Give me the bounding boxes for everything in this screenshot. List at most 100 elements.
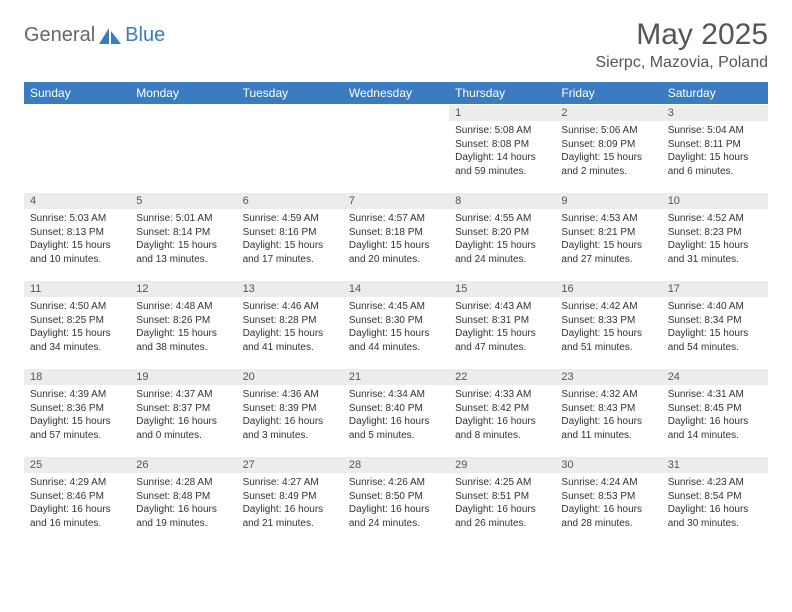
week-row: 18 Sunrise: 4:39 AMSunset: 8:36 PM Dayligh…: [24, 368, 768, 456]
sunrise-text: Sunrise: 4:45 AM: [349, 300, 443, 314]
calendar-body: 1Sunrise: 5:08 AMSunset: 8:08 PMDaylight…: [24, 104, 768, 544]
sunrise-text: Sunrise: 4:42 AM: [561, 300, 655, 314]
sunset-text: Sunset: 8:53 PM: [561, 490, 655, 504]
sunrise-text: Sunrise: 4:23 AM: [668, 476, 762, 490]
daylight-text: Daylight: 16 hours and 24 minutes.: [349, 503, 443, 530]
day-cell: 21Sunrise: 4:34 AMSunset: 8:40 PMDayligh…: [343, 368, 449, 456]
location-text: Sierpc, Mazovia, Poland: [595, 54, 768, 72]
daylight-text: Daylight: 16 hours and 0 minutes.: [136, 415, 230, 442]
day-number: 11: [24, 280, 130, 297]
day-number: 10: [662, 192, 768, 209]
day-cell: 23Sunrise: 4:32 AMSunset: 8:43 PMDayligh…: [555, 368, 661, 456]
day-cell: 3Sunrise: 5:04 AMSunset: 8:11 PMDaylight…: [662, 104, 768, 192]
daylight-text: Daylight: 15 hours and 54 minutes.: [668, 327, 762, 354]
day-info: Sunrise: 5:06 AMSunset: 8:09 PMDaylight:…: [555, 121, 661, 184]
daylight-text: Daylight: 15 hours and 27 minutes.: [561, 239, 655, 266]
empty-day: [237, 104, 343, 121]
day-number: 12: [130, 280, 236, 297]
sunrise-text: Sunrise: 4:52 AM: [668, 212, 762, 226]
daylight-text: Daylight: 16 hours and 16 minutes.: [30, 503, 124, 530]
sunrise-text: Sunrise: 4:31 AM: [668, 388, 762, 402]
day-cell: 11Sunrise: 4:50 AMSunset: 8:25 PMDayligh…: [24, 280, 130, 368]
sunrise-text: Sunrise: 4:36 AM: [243, 388, 337, 402]
daylight-text: Daylight: 15 hours and 44 minutes.: [349, 327, 443, 354]
sunrise-text: Sunrise: 4:27 AM: [243, 476, 337, 490]
sunset-text: Sunset: 8:49 PM: [243, 490, 337, 504]
day-info: Sunrise: 4:40 AMSunset: 8:34 PMDaylight:…: [662, 297, 768, 360]
day-number: 18: [24, 368, 130, 385]
sunrise-text: Sunrise: 4:59 AM: [243, 212, 337, 226]
sunset-text: Sunset: 8:09 PM: [561, 138, 655, 152]
daylight-text: Daylight: 16 hours and 26 minutes.: [455, 503, 549, 530]
sunset-text: Sunset: 8:40 PM: [349, 402, 443, 416]
daylight-text: Daylight: 15 hours and 20 minutes.: [349, 239, 443, 266]
day-cell: 15Sunrise: 4:43 AMSunset: 8:31 PMDayligh…: [449, 280, 555, 368]
dow-label: Sunday: [24, 82, 130, 104]
day-cell: 18Sunrise: 4:39 AMSunset: 8:36 PMDayligh…: [24, 368, 130, 456]
sunrise-text: Sunrise: 4:39 AM: [30, 388, 124, 402]
sunset-text: Sunset: 8:14 PM: [136, 226, 230, 240]
daylight-text: Daylight: 16 hours and 14 minutes.: [668, 415, 762, 442]
sunrise-text: Sunrise: 4:40 AM: [668, 300, 762, 314]
sunset-text: Sunset: 8:18 PM: [349, 226, 443, 240]
sunrise-text: Sunrise: 4:26 AM: [349, 476, 443, 490]
day-info: Sunrise: 4:45 AMSunset: 8:30 PMDaylight:…: [343, 297, 449, 360]
day-number: 17: [662, 280, 768, 297]
daylight-text: Daylight: 15 hours and 34 minutes.: [30, 327, 124, 354]
sunrise-text: Sunrise: 4:53 AM: [561, 212, 655, 226]
daylight-text: Daylight: 15 hours and 41 minutes.: [243, 327, 337, 354]
week-row: 25Sunrise: 4:29 AMSunset: 8:46 PMDayligh…: [24, 456, 768, 544]
day-info: Sunrise: 4:50 AMSunset: 8:25 PMDaylight:…: [24, 297, 130, 360]
week-row: 1Sunrise: 5:08 AMSunset: 8:08 PMDaylight…: [24, 104, 768, 192]
sunrise-text: Sunrise: 5:03 AM: [30, 212, 124, 226]
day-number: 30: [555, 456, 661, 473]
day-info: Sunrise: 4:28 AMSunset: 8:48 PMDaylight:…: [130, 473, 236, 536]
day-number: 20: [237, 368, 343, 385]
day-info: Sunrise: 4:31 AMSunset: 8:45 PMDaylight:…: [662, 385, 768, 448]
day-number: 27: [237, 456, 343, 473]
day-number: 4: [24, 192, 130, 209]
day-info: Sunrise: 4:37 AMSunset: 8:37 PMDaylight:…: [130, 385, 236, 448]
calendar: SundayMondayTuesdayWednesdayThursdayFrid…: [24, 82, 768, 544]
sunset-text: Sunset: 8:36 PM: [30, 402, 124, 416]
sunrise-text: Sunrise: 4:55 AM: [455, 212, 549, 226]
day-info: Sunrise: 4:53 AMSunset: 8:21 PMDaylight:…: [555, 209, 661, 272]
day-cell: [237, 104, 343, 192]
sunrise-text: Sunrise: 5:08 AM: [455, 124, 549, 138]
sunrise-text: Sunrise: 5:06 AM: [561, 124, 655, 138]
daylight-text: Daylight: 16 hours and 11 minutes.: [561, 415, 655, 442]
sunset-text: Sunset: 8:42 PM: [455, 402, 549, 416]
daylight-text: Daylight: 16 hours and 21 minutes.: [243, 503, 337, 530]
sunset-text: Sunset: 8:28 PM: [243, 314, 337, 328]
sunrise-text: Sunrise: 4:43 AM: [455, 300, 549, 314]
sunrise-text: Sunrise: 4:32 AM: [561, 388, 655, 402]
day-number: 5: [130, 192, 236, 209]
sunset-text: Sunset: 8:30 PM: [349, 314, 443, 328]
day-info: Sunrise: 4:43 AMSunset: 8:31 PMDaylight:…: [449, 297, 555, 360]
day-cell: 25Sunrise: 4:29 AMSunset: 8:46 PMDayligh…: [24, 456, 130, 544]
sunset-text: Sunset: 8:45 PM: [668, 402, 762, 416]
month-title: May 2025: [595, 18, 768, 52]
sunset-text: Sunset: 8:11 PM: [668, 138, 762, 152]
sunset-text: Sunset: 8:13 PM: [30, 226, 124, 240]
day-number: 23: [555, 368, 661, 385]
daylight-text: Daylight: 15 hours and 38 minutes.: [136, 327, 230, 354]
sunset-text: Sunset: 8:20 PM: [455, 226, 549, 240]
dow-label: Friday: [555, 82, 661, 104]
day-info: Sunrise: 4:34 AMSunset: 8:40 PMDaylight:…: [343, 385, 449, 448]
daylight-text: Daylight: 15 hours and 10 minutes.: [30, 239, 124, 266]
sunset-text: Sunset: 8:54 PM: [668, 490, 762, 504]
day-number: 6: [237, 192, 343, 209]
sunrise-text: Sunrise: 4:57 AM: [349, 212, 443, 226]
day-cell: 16Sunrise: 4:42 AMSunset: 8:33 PMDayligh…: [555, 280, 661, 368]
day-cell: 20Sunrise: 4:36 AMSunset: 8:39 PMDayligh…: [237, 368, 343, 456]
day-cell: 26Sunrise: 4:28 AMSunset: 8:48 PMDayligh…: [130, 456, 236, 544]
day-cell: 9Sunrise: 4:53 AMSunset: 8:21 PMDaylight…: [555, 192, 661, 280]
day-info: Sunrise: 4:48 AMSunset: 8:26 PMDaylight:…: [130, 297, 236, 360]
logo-sail-icon: [99, 28, 121, 44]
day-number: 19: [130, 368, 236, 385]
day-cell: 17Sunrise: 4:40 AMSunset: 8:34 PMDayligh…: [662, 280, 768, 368]
day-cell: 5Sunrise: 5:01 AMSunset: 8:14 PMDaylight…: [130, 192, 236, 280]
header: General Blue May 2025 Sierpc, Mazovia, P…: [24, 18, 768, 72]
sunset-text: Sunset: 8:08 PM: [455, 138, 549, 152]
